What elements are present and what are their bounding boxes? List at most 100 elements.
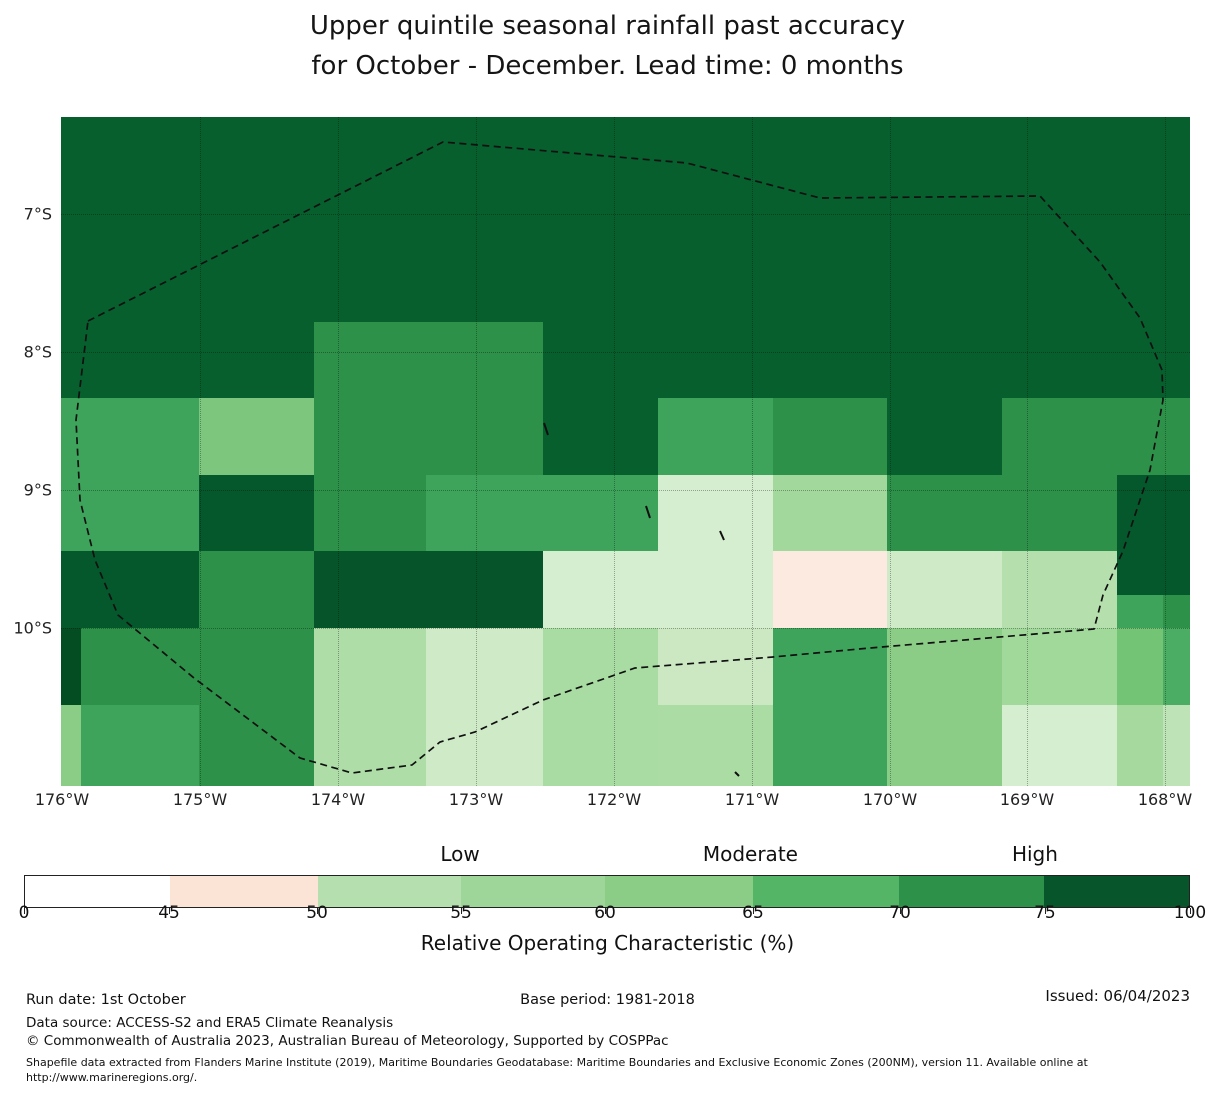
map-cell: [314, 322, 543, 398]
colorbar-tick: [1044, 908, 1046, 914]
map-gridline-vertical: [1165, 117, 1166, 786]
x-tick-label: 173°W: [448, 790, 504, 809]
island-mark: [734, 771, 740, 777]
map-gridline-horizontal: [61, 490, 1190, 491]
map-cell: [61, 475, 199, 551]
map-cell: [543, 551, 773, 628]
map-cell: [61, 551, 199, 628]
map-gridline-vertical: [890, 117, 891, 786]
colorbar-tick: [1190, 908, 1191, 914]
map-cell: [543, 628, 658, 786]
colorbar-segment: [899, 876, 1045, 907]
chart-title-line2: for October - December. Lead time: 0 mon…: [311, 51, 904, 81]
map-cell: [1117, 595, 1163, 628]
colorbar-tick-value: 100: [1173, 903, 1207, 923]
map-cell: [1002, 551, 1117, 628]
colorbar-tick: [900, 908, 902, 914]
colorbar-tick-value: 60: [594, 903, 616, 923]
map-cell: [61, 705, 81, 786]
y-tick-label: 9°S: [23, 480, 52, 500]
map-cell: [887, 551, 1002, 628]
map-cell: [887, 628, 1002, 786]
map-cell: [773, 628, 887, 786]
colorbar-segment: [461, 876, 605, 907]
x-tick-label: 174°W: [310, 790, 366, 809]
colorbar-segment: [1044, 876, 1189, 907]
map-cell: [199, 628, 314, 786]
island-mark: [543, 422, 549, 436]
x-tick-label: 170°W: [862, 790, 918, 809]
shapefile-credit-line1: Shapefile data extracted from Flanders M…: [26, 1056, 1088, 1069]
map-cell: [199, 475, 314, 551]
base-period-text: Base period: 1981-2018: [520, 992, 695, 1008]
colorbar-category-label: Moderate: [702, 842, 798, 866]
map-cell: [199, 551, 314, 628]
colorbar-tick: [752, 908, 754, 914]
map-cell: [81, 628, 199, 705]
colorbar-tick-value: 0: [18, 903, 30, 923]
colorbar-tick-value: 65: [742, 903, 764, 923]
island-mark: [645, 505, 651, 519]
colorbar-tick: [24, 908, 25, 914]
y-tick-label: 8°S: [23, 342, 52, 362]
colorbar-segment: [169, 876, 318, 907]
map-cell: [773, 551, 887, 628]
run-date-text: Run date: 1st October: [26, 992, 186, 1008]
map-cell: [773, 475, 887, 551]
map-cell: [61, 398, 199, 475]
map-cell: [1163, 705, 1190, 786]
map-gridline-horizontal: [61, 352, 1190, 353]
colorbar-segment: [25, 876, 170, 907]
map-cell: [199, 398, 314, 475]
chart-title-line1: Upper quintile seasonal rainfall past ac…: [309, 11, 906, 41]
map-cell: [773, 398, 887, 475]
map-cell: [314, 628, 426, 786]
map-gridline-vertical: [614, 117, 615, 786]
colorbar-category-label: High: [1011, 842, 1058, 866]
map-cell: [1002, 628, 1117, 705]
colorbar-tick: [461, 908, 463, 914]
map-cell: [1117, 705, 1163, 786]
map-gridline-vertical: [752, 117, 753, 786]
map-gridline-vertical: [476, 117, 477, 786]
colorbar-tick-value: 50: [306, 903, 328, 923]
x-tick-label: 175°W: [172, 790, 228, 809]
colorbar-category-label: Low: [440, 842, 480, 866]
colorbar-axis-label: Relative Operating Characteristic (%): [420, 931, 795, 955]
y-tick-label: 10°S: [13, 618, 52, 638]
map-cell: [314, 475, 426, 551]
roc-heatmap: [61, 117, 1190, 786]
map-cell: [426, 628, 543, 786]
x-tick-label: 171°W: [724, 790, 780, 809]
colorbar: [24, 875, 1190, 908]
colorbar-tick: [605, 908, 607, 914]
x-tick-label: 172°W: [586, 790, 642, 809]
colorbar-tick-value: 55: [450, 903, 472, 923]
colorbar-tick-value: 70: [889, 903, 911, 923]
map-gridline-horizontal: [61, 214, 1190, 215]
map-cell: [658, 628, 773, 705]
issued-date-text: Issued: 06/04/2023: [1045, 987, 1190, 1005]
map-cell: [658, 705, 773, 786]
chart-title: Upper quintile seasonal rainfall past ac…: [0, 6, 1215, 86]
map-cell: [658, 475, 773, 551]
map-cell: [314, 551, 543, 628]
map-cell: [1163, 595, 1190, 628]
map-cell: [658, 398, 773, 475]
x-tick-label: 168°W: [1137, 790, 1193, 809]
map-cell: [1163, 628, 1190, 705]
colorbar-tick: [317, 908, 319, 914]
map-gridline-vertical: [200, 117, 201, 786]
map-cell: [1002, 398, 1190, 475]
map-gridline-horizontal: [61, 628, 1190, 629]
map-cell: [426, 475, 658, 551]
colorbar-tick-value: 45: [158, 903, 180, 923]
data-source-text: Data source: ACCESS-S2 and ERA5 Climate …: [26, 1015, 394, 1031]
eez-dashed-boundary: [75, 141, 1164, 774]
colorbar-segment: [317, 876, 462, 907]
map-gridline-vertical: [1027, 117, 1028, 786]
shapefile-credit-line2: http://www.marineregions.org/.: [26, 1071, 198, 1084]
y-tick-label: 7°S: [23, 204, 52, 224]
x-tick-label: 176°W: [34, 790, 90, 809]
